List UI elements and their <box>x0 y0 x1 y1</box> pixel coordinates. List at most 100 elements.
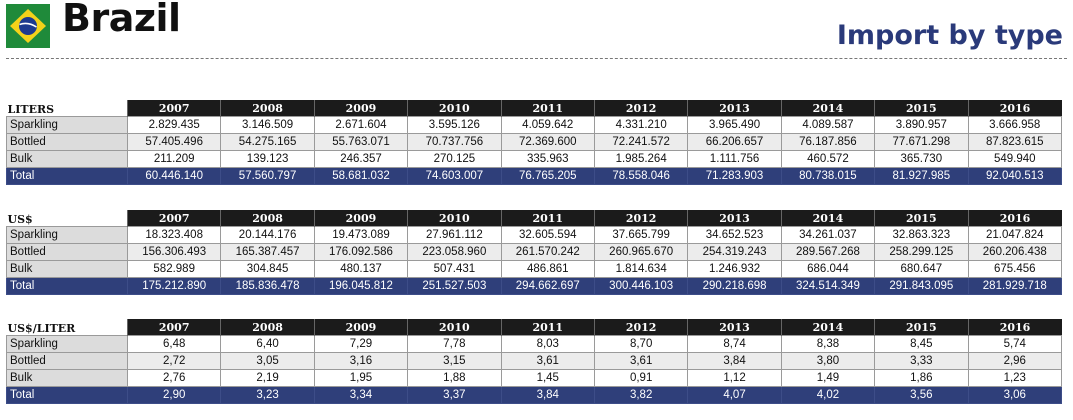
year-header: 2007 <box>126 100 221 117</box>
table-cell: 6,40 <box>220 335 315 353</box>
year-header: 2016 <box>967 100 1062 117</box>
table-row: Bulk 211.209 139.123 246.357 270.125 335.963 1… <box>6 150 1063 168</box>
row-label: Bottled <box>6 133 128 151</box>
table-cell: 324.514.349 <box>780 277 876 295</box>
table-cell: 72.241.572 <box>593 133 689 151</box>
table-cell: 686.044 <box>780 260 876 278</box>
table-row: Bulk 2,76 2,19 1,95 1,88 1,45 0,91 1,12 1,49 1,86… <box>6 369 1063 387</box>
year-header: 2012 <box>593 100 688 117</box>
table-row: Bottled 57.405.496 54.275.165 55.763.071 70.… <box>6 133 1063 151</box>
table-cell: 87.823.615 <box>967 133 1063 151</box>
table-cell: 211.209 <box>126 150 222 168</box>
year-header: 2010 <box>407 319 502 336</box>
table-cell: 260.206.438 <box>967 243 1063 261</box>
table-cell: 1.246.932 <box>687 260 782 278</box>
table-cell: 27.961.112 <box>407 226 502 244</box>
table-cell: 54.275.165 <box>220 133 315 151</box>
table-cell: 260.965.670 <box>593 243 689 261</box>
table-cell: 0,91 <box>593 369 689 387</box>
country-title: Brazil <box>62 0 181 40</box>
year-header: 2010 <box>407 100 502 117</box>
table-cell: 3,84 <box>687 352 782 370</box>
header-divider <box>6 58 1067 59</box>
unit-label: US$/LITER <box>6 319 128 336</box>
table-cell: 680.647 <box>874 260 969 278</box>
table-cell: 2,90 <box>126 386 222 404</box>
table-cell: 254.319.243 <box>687 243 782 261</box>
year-header: 2007 <box>126 210 221 227</box>
row-label: Total <box>6 167 128 185</box>
table-cell: 335.963 <box>500 150 595 168</box>
table-cell: 19.473.089 <box>313 226 409 244</box>
liters-table: LITERS 2007 2008 2009 2010 2011 2012 2013 2014 20… <box>6 100 1063 185</box>
total-row: Total 60.446.140 57.560.797 58.681.032 74.60… <box>6 167 1063 185</box>
table-cell: 3,82 <box>593 386 689 404</box>
table-cell: 1,23 <box>967 369 1063 387</box>
row-label: Total <box>6 386 128 404</box>
table-cell: 3,80 <box>780 352 876 370</box>
table-cell: 2.829.435 <box>126 116 222 134</box>
table-header-row: US$/LITER 2007 2008 2009 2010 2011 2012 2013 201… <box>6 319 1062 336</box>
year-header: 2014 <box>780 100 875 117</box>
table-row: Sparkling 2.829.435 3.146.509 2.671.604 3.59… <box>6 116 1063 134</box>
table-cell: 251.527.503 <box>407 277 502 295</box>
table-cell: 281.929.718 <box>967 277 1063 295</box>
table-cell: 3,05 <box>220 352 315 370</box>
table-cell: 8,38 <box>780 335 876 353</box>
table-cell: 4,07 <box>687 386 782 404</box>
table-cell: 223.058.960 <box>407 243 502 261</box>
table-cell: 185.836.478 <box>220 277 315 295</box>
year-header: 2011 <box>500 319 595 336</box>
total-row: Total 175.212.890 185.836.478 196.045.812 25… <box>6 277 1063 295</box>
total-row: Total 2,90 3,23 3,34 3,37 3,84 3,82 4,07 4,02 3,5… <box>6 386 1063 404</box>
table-cell: 294.662.697 <box>500 277 595 295</box>
table-row: Bulk 582.989 304.845 480.137 507.431 486.861 1… <box>6 260 1063 278</box>
year-header: 2010 <box>407 210 502 227</box>
table-cell: 74.603.007 <box>407 167 502 185</box>
table-row: Bottled 2,72 3,05 3,16 3,15 3,61 3,61 3,84 3,80 3… <box>6 352 1063 370</box>
table-cell: 175.212.890 <box>126 277 222 295</box>
table-cell: 3.146.509 <box>220 116 315 134</box>
table-cell: 2,96 <box>967 352 1063 370</box>
table-cell: 3,61 <box>593 352 689 370</box>
year-header: 2015 <box>874 319 969 336</box>
year-header: 2013 <box>687 319 782 336</box>
year-header: 2016 <box>967 319 1062 336</box>
table-cell: 2,76 <box>126 369 222 387</box>
table-cell: 20.144.176 <box>220 226 315 244</box>
table-cell: 3,61 <box>500 352 595 370</box>
table-cell: 8,74 <box>687 335 782 353</box>
table-row: Sparkling 18.323.408 20.144.176 19.473.089 2… <box>6 226 1063 244</box>
table-cell: 3.890.957 <box>874 116 969 134</box>
year-header: 2007 <box>126 319 221 336</box>
unit-label: US$ <box>6 210 128 227</box>
year-header: 2014 <box>780 210 875 227</box>
year-header: 2009 <box>313 100 408 117</box>
table-row: Bottled 156.306.493 165.387.457 176.092.586… <box>6 243 1063 261</box>
table-cell: 246.357 <box>313 150 409 168</box>
row-label: Bottled <box>6 243 128 261</box>
table-cell: 3,34 <box>313 386 409 404</box>
table-cell: 4.059.642 <box>500 116 595 134</box>
table-cell: 76.765.205 <box>500 167 595 185</box>
year-header: 2013 <box>687 100 782 117</box>
table-cell: 2,19 <box>220 369 315 387</box>
row-label: Bulk <box>6 150 128 168</box>
year-header: 2008 <box>220 319 315 336</box>
table-cell: 507.431 <box>407 260 502 278</box>
table-cell: 7,29 <box>313 335 409 353</box>
year-header: 2011 <box>500 100 595 117</box>
table-cell: 4.331.210 <box>593 116 689 134</box>
table-cell: 2,72 <box>126 352 222 370</box>
table-cell: 290.218.698 <box>687 277 782 295</box>
table-cell: 3,33 <box>874 352 969 370</box>
row-label: Sparkling <box>6 335 128 353</box>
table-cell: 582.989 <box>126 260 222 278</box>
table-cell: 58.681.032 <box>313 167 409 185</box>
year-header: 2008 <box>220 210 315 227</box>
year-header: 2013 <box>687 210 782 227</box>
table-cell: 156.306.493 <box>126 243 222 261</box>
table-cell: 8,70 <box>593 335 689 353</box>
year-header: 2015 <box>874 210 969 227</box>
row-label: Bulk <box>6 369 128 387</box>
